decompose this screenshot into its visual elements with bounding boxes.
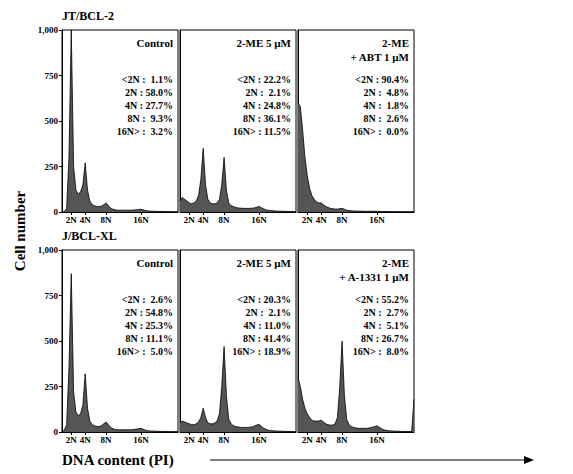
svg-text:4N : 11.0%: 4N : 11.0%	[244, 320, 292, 331]
svg-text:2N : 2.1%: 2N : 2.1%	[245, 307, 291, 318]
svg-text:4N : 1.8%: 4N : 1.8%	[363, 100, 409, 111]
svg-text:8N : 11.1%: 8N : 11.1%	[126, 333, 174, 344]
svg-text:8N: 8N	[219, 435, 231, 445]
svg-text:8N : 36.1%: 8N : 36.1%	[243, 113, 291, 124]
svg-text:J/BCL-XL: J/BCL-XL	[62, 229, 117, 243]
svg-text:8N : 9.3%: 8N : 9.3%	[127, 113, 173, 124]
svg-text:DNA content (PI): DNA content (PI)	[62, 452, 174, 469]
svg-text:16N: 16N	[133, 215, 149, 225]
svg-text:2N : 54.8%: 2N : 54.8%	[125, 307, 173, 318]
svg-text:8N: 8N	[337, 215, 349, 225]
svg-text:2N: 2N	[66, 215, 78, 225]
svg-text:8N : 26.7%: 8N : 26.7%	[361, 333, 409, 344]
svg-text:JT/BCL-2: JT/BCL-2	[62, 9, 114, 23]
svg-text:2N: 2N	[184, 215, 196, 225]
svg-text:Control: Control	[137, 257, 173, 269]
svg-text:2-ME 5 µM: 2-ME 5 µM	[236, 257, 291, 269]
svg-text:2N: 2N	[302, 215, 314, 225]
svg-text:2N : 2.7%: 2N : 2.7%	[363, 307, 409, 318]
svg-text:4N : 25.3%: 4N : 25.3%	[125, 320, 173, 331]
svg-text:2N: 2N	[184, 435, 196, 445]
svg-text:2N : 2.1%: 2N : 2.1%	[245, 87, 291, 98]
svg-text:Control: Control	[137, 37, 173, 49]
svg-text:2N : 4.8%: 2N : 4.8%	[363, 87, 409, 98]
svg-text:16N> : 11.5%: 16N> : 11.5%	[233, 126, 291, 137]
svg-text:16N: 16N	[369, 435, 385, 445]
svg-text:<2N : 55.2%: <2N : 55.2%	[355, 294, 409, 305]
svg-text:250: 250	[45, 162, 59, 172]
svg-text:16N> : 0.0%: 16N> : 0.0%	[353, 126, 409, 137]
svg-text:16N> : 3.2%: 16N> : 3.2%	[117, 126, 173, 137]
svg-text:8N : 2.6%: 8N : 2.6%	[363, 113, 409, 124]
svg-text:4N: 4N	[80, 435, 92, 445]
svg-text:2-ME: 2-ME	[382, 257, 409, 269]
svg-text:1,000: 1,000	[38, 25, 59, 35]
svg-text:4N: 4N	[316, 435, 328, 445]
svg-text:500: 500	[45, 336, 59, 346]
svg-text:2-ME 5 µM: 2-ME 5 µM	[236, 37, 291, 49]
svg-text:16N: 16N	[251, 215, 267, 225]
svg-text:2-ME: 2-ME	[382, 37, 409, 49]
svg-text:<2N : 20.3%: <2N : 20.3%	[237, 294, 291, 305]
svg-text:8N: 8N	[101, 435, 113, 445]
svg-text:8N: 8N	[337, 435, 349, 445]
svg-text:2N: 2N	[66, 435, 78, 445]
svg-text:+ A-1331 1 µM: + A-1331 1 µM	[339, 271, 409, 283]
svg-text:16N> : 8.0%: 16N> : 8.0%	[353, 346, 409, 357]
svg-text:2N : 58.0%: 2N : 58.0%	[125, 87, 173, 98]
svg-text:16N> : 18.9%: 16N> : 18.9%	[232, 346, 291, 357]
svg-text:4N: 4N	[316, 215, 328, 225]
svg-text:4N : 5.1%: 4N : 5.1%	[363, 320, 409, 331]
svg-text:<2N : 1.1%: <2N : 1.1%	[122, 74, 173, 85]
svg-text:0: 0	[54, 207, 59, 217]
svg-text:8N: 8N	[219, 215, 231, 225]
svg-text:500: 500	[45, 116, 59, 126]
svg-text:4N : 27.7%: 4N : 27.7%	[125, 100, 173, 111]
svg-text:750: 750	[45, 291, 59, 301]
svg-text:4N: 4N	[198, 435, 210, 445]
svg-text:16N: 16N	[133, 435, 149, 445]
svg-text:+ ABT 1 µM: + ABT 1 µM	[350, 51, 409, 63]
svg-text:250: 250	[45, 382, 59, 392]
svg-text:750: 750	[45, 71, 59, 81]
svg-text:8N : 41.4%: 8N : 41.4%	[243, 333, 291, 344]
svg-text:4N: 4N	[198, 215, 210, 225]
svg-text:<2N : 90.4%: <2N : 90.4%	[355, 74, 409, 85]
svg-text:2N: 2N	[302, 435, 314, 445]
svg-text:4N: 4N	[80, 215, 92, 225]
svg-text:0: 0	[54, 427, 59, 437]
svg-text:Cell number: Cell number	[12, 190, 28, 271]
svg-text:1,000: 1,000	[38, 245, 59, 255]
svg-text:<2N : 22.2%: <2N : 22.2%	[237, 74, 291, 85]
svg-text:8N: 8N	[101, 215, 113, 225]
svg-text:4N : 24.8%: 4N : 24.8%	[243, 100, 291, 111]
svg-text:16N: 16N	[251, 435, 267, 445]
svg-text:16N> : 5.0%: 16N> : 5.0%	[117, 346, 173, 357]
svg-text:<2N : 2.6%: <2N : 2.6%	[122, 294, 173, 305]
svg-text:16N: 16N	[369, 215, 385, 225]
